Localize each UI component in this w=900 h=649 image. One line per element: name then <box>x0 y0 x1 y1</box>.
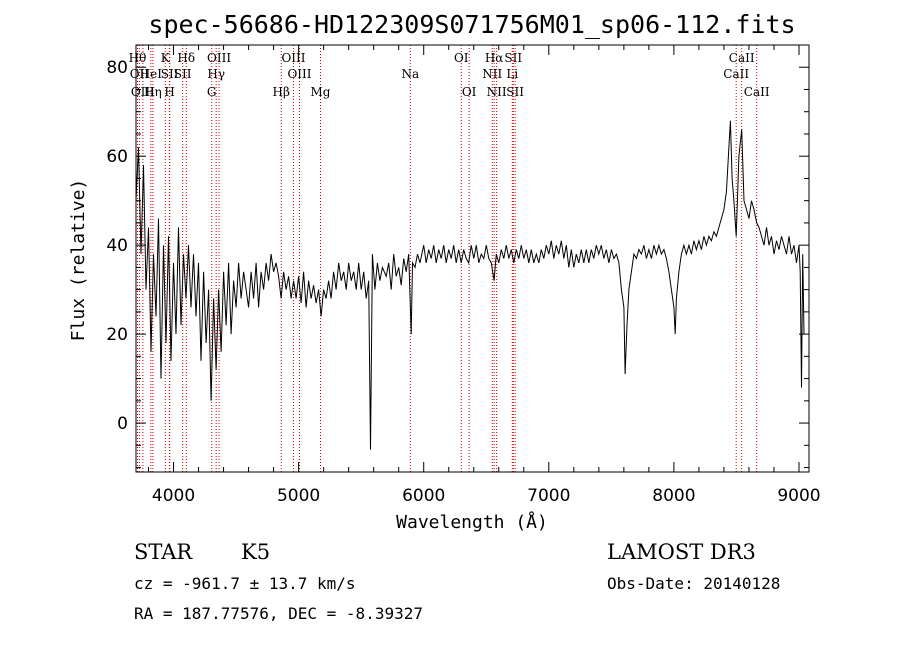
y-tick-label: 0 <box>117 414 128 434</box>
chart-title: spec-56686-HD122309S071756M01_sp06-112.f… <box>148 10 795 39</box>
line-marker-label: Hα <box>485 51 504 65</box>
x-axis-label: Wavelength (Å) <box>396 511 548 533</box>
x-tick-label: 7000 <box>527 486 570 506</box>
observation-date: Obs-Date: 20140128 <box>607 574 780 593</box>
redshift-velocity: cz = -961.7 ± 13.7 km/s <box>134 574 356 593</box>
line-marker-label: OI <box>462 85 477 99</box>
survey-name: LAMOST DR3 <box>607 540 756 564</box>
x-tick-label: 5000 <box>277 486 320 506</box>
line-marker-label: OIII <box>207 51 231 65</box>
line-marker-label: HeI <box>140 67 163 81</box>
line-marker-label: SII <box>506 85 524 99</box>
line-marker-label: OIII <box>287 67 311 81</box>
line-marker-label: Li <box>506 67 518 81</box>
spectrum-line <box>135 120 805 450</box>
line-marker-label: Mg <box>311 85 331 99</box>
line-marker-label: CaII <box>723 67 749 81</box>
line-marker-label: OI <box>454 51 469 65</box>
line-marker-label: NII <box>482 67 502 81</box>
y-tick-label: 60 <box>106 147 128 167</box>
line-marker-label: Hη <box>144 85 162 99</box>
line-marker-label: Hγ <box>207 67 225 81</box>
y-tick-label: 80 <box>106 58 128 78</box>
line-marker-label: Hδ <box>177 51 195 65</box>
line-marker-label: SII <box>174 67 192 81</box>
line-markers <box>137 45 758 472</box>
y-tick-label: 20 <box>106 325 128 345</box>
object-subclass: K5 <box>241 540 270 564</box>
line-marker-label: SII <box>161 67 179 81</box>
x-axis-ticks: 4000 5000 6000 7000 8000 9000 <box>148 45 821 506</box>
x-tick-label: 9000 <box>777 486 820 506</box>
line-marker-label: SII <box>504 51 522 65</box>
ra-dec: RA = 187.77576, DEC = -8.39327 <box>134 604 423 623</box>
line-marker-label: G <box>207 85 217 99</box>
x-tick-label: 8000 <box>652 486 695 506</box>
y-tick-label: 40 <box>106 236 128 256</box>
line-marker-label: K <box>161 51 171 65</box>
line-marker-label: OIII <box>281 51 305 65</box>
y-axis-label: Flux (relative) <box>68 179 89 342</box>
object-class: STAR <box>134 540 193 564</box>
line-marker-label: OII <box>130 67 150 81</box>
line-marker-label: CaII <box>729 51 755 65</box>
x-tick-label: 6000 <box>402 486 445 506</box>
line-marker-label: Na <box>402 67 420 81</box>
line-marker-label: Hθ <box>129 51 147 65</box>
line-marker-label: OIII <box>131 85 155 99</box>
line-marker-label: CaII <box>744 85 770 99</box>
x-tick-label: 4000 <box>152 486 195 506</box>
line-marker-label: NII <box>487 85 507 99</box>
y-axis-ticks: 0 20 40 60 80 <box>106 44 809 469</box>
line-marker-label: Hβ <box>273 85 290 99</box>
line-marker-label: H <box>164 85 174 99</box>
plot-frame <box>135 44 810 473</box>
